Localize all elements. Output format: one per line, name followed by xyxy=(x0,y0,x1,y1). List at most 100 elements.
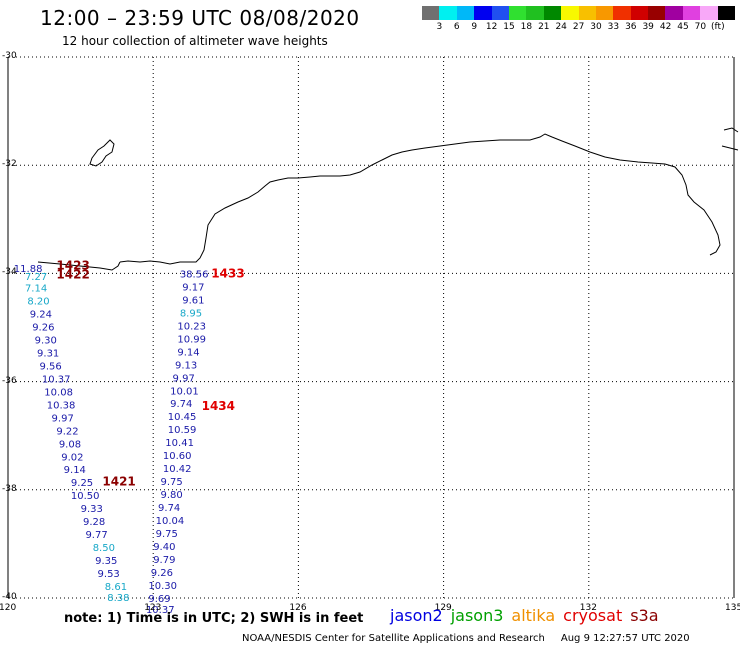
color-swatch xyxy=(456,6,475,20)
wave-height-value: 9.02 xyxy=(61,452,83,463)
track-east-values: 38.56 9.17 9.61 8.95 10.23 10.99 9.14 9.13 9.97 1… xyxy=(146,269,209,615)
wave-height-value: 10.23 xyxy=(177,321,206,332)
satellite-legend: jason2 jason3 altika cryosat s3a xyxy=(390,606,667,625)
wave-height-value: 11.88 xyxy=(14,264,43,275)
legend-s3a: s3a xyxy=(630,606,659,625)
wave-height-value: 9.26 xyxy=(151,568,173,579)
wave-height-value: 10.60 xyxy=(163,451,192,462)
wave-height-value: 9.08 xyxy=(59,439,81,450)
longitude-label: 129 xyxy=(434,603,452,613)
wave-height-value: 9.53 xyxy=(98,569,120,580)
longitude-label: 120 xyxy=(0,603,17,613)
latitude-label: -36 xyxy=(2,375,17,386)
pass-time-label: 1434 xyxy=(202,399,235,413)
color-swatch xyxy=(508,6,527,20)
pass-time-label: 1422 xyxy=(56,267,89,281)
color-swatch xyxy=(613,6,631,20)
longitude-label: 135 xyxy=(725,603,740,613)
color-scale-label: 9 xyxy=(471,22,478,32)
color-swatch xyxy=(700,6,718,20)
pass-time-label: 1421 xyxy=(102,475,135,489)
longitude-label: 126 xyxy=(289,603,307,613)
color-swatch xyxy=(578,6,596,20)
color-swatch xyxy=(474,6,492,20)
map-title: 12:00 – 23:59 UTC 08/08/2020 xyxy=(40,6,360,30)
wave-height-value: 10.37 xyxy=(42,374,71,385)
wave-height-value: 9.28 xyxy=(83,517,105,528)
color-scale-label: 45 xyxy=(677,22,689,32)
legend-cryosat: cryosat xyxy=(563,606,623,625)
wave-height-value: 9.74 xyxy=(170,399,192,410)
color-swatch xyxy=(526,6,544,20)
latitude-label: -40 xyxy=(2,592,17,602)
latitude-label: -38 xyxy=(2,483,17,494)
color-scale-bar xyxy=(422,6,736,20)
wave-height-value: 9.75 xyxy=(156,529,178,540)
color-scale-label: 70 xyxy=(694,22,707,32)
australia-coastline xyxy=(119,133,721,265)
color-swatch xyxy=(595,6,614,20)
color-swatch xyxy=(717,6,736,20)
wave-height-value: 10.99 xyxy=(177,334,206,345)
color-scale-label: (ft) xyxy=(711,22,725,32)
latitude-label: -34 xyxy=(2,267,17,278)
coast-east-fragment xyxy=(721,127,739,151)
pass-time-label: 1433 xyxy=(211,266,244,280)
credit-line: NOAA/NESDIS Center for Satellite Applica… xyxy=(242,633,690,644)
wave-height-value: 9.31 xyxy=(37,348,59,359)
wave-height-value: 10.04 xyxy=(156,516,185,527)
wave-height-value: 9.30 xyxy=(35,335,57,346)
color-swatch xyxy=(422,6,440,20)
wave-height-value: 9.22 xyxy=(56,426,78,437)
wave-height-value: 9.24 xyxy=(30,309,52,320)
color-swatch xyxy=(665,6,683,20)
wave-height-value: 8.95 xyxy=(180,308,202,319)
color-scale-label: 3 xyxy=(436,22,443,32)
wave-height-value: 7.27 xyxy=(25,272,47,283)
wave-height-value: 10.38 xyxy=(47,400,76,411)
wave-height-value: 9.56 xyxy=(39,361,61,372)
map-subtitle: 12 hour collection of altimeter wave hei… xyxy=(62,34,328,48)
wave-height-value: 10.45 xyxy=(168,412,197,423)
color-scale-label: 18 xyxy=(520,22,533,32)
map-gridlines xyxy=(7,56,735,599)
color-swatch xyxy=(630,6,649,20)
longitude-label: 132 xyxy=(579,603,597,613)
wave-height-value: 8.61 xyxy=(105,582,127,593)
wave-height-value: 10.41 xyxy=(165,438,194,449)
color-scale-label: 21 xyxy=(538,22,550,32)
latitude-label: -30 xyxy=(2,51,17,61)
generation-timestamp: Aug 9 12:27:57 UTC 2020 xyxy=(560,633,690,644)
wave-height-value: 9.33 xyxy=(81,504,103,515)
credit-text: NOAA/NESDIS Center for Satellite Applica… xyxy=(242,633,545,644)
wave-height-value: 8.20 xyxy=(27,296,49,307)
wave-height-value: 9.35 xyxy=(95,556,117,567)
wave-height-value: 9.74 xyxy=(158,503,180,514)
island-recherche xyxy=(89,139,115,167)
wave-height-value: 9.77 xyxy=(85,530,107,541)
color-scale-label: 6 xyxy=(453,22,460,32)
color-scale-labels: 3 6 9 12 15 18 21 24 27 30 33 36 39 42 45 70 (ft) xyxy=(422,22,740,34)
color-swatch xyxy=(561,6,579,20)
wave-height-value: 9.14 xyxy=(64,465,86,476)
color-scale-label: 33 xyxy=(607,22,620,32)
color-swatch xyxy=(491,6,509,20)
wave-height-value: 9.80 xyxy=(160,490,182,501)
color-scale-label: 12 xyxy=(485,22,498,32)
wave-height-value: 9.97 xyxy=(173,373,195,384)
wave-height-value: 10.30 xyxy=(148,581,177,592)
track-west-values: 11.887.277.14 8.20 9.24 9.26 9.30 9.31 9.56 10.… xyxy=(14,264,130,604)
color-scale-label: 15 xyxy=(503,22,515,32)
wave-height-value: 10.42 xyxy=(163,464,192,475)
wave-height-value: 9.13 xyxy=(175,360,197,371)
wave-height-value: 9.17 xyxy=(182,282,204,293)
legend-altika: altika xyxy=(511,606,556,625)
wave-height-value: 9.97 xyxy=(52,413,74,424)
wave-height-value: 9.40 xyxy=(153,542,175,553)
footnote: note: 1) Time is in UTC; 2) SWH is in fe… xyxy=(64,611,364,626)
color-swatch xyxy=(439,6,457,20)
color-scale-label: 39 xyxy=(642,22,654,32)
color-scale-label: 24 xyxy=(555,22,567,32)
